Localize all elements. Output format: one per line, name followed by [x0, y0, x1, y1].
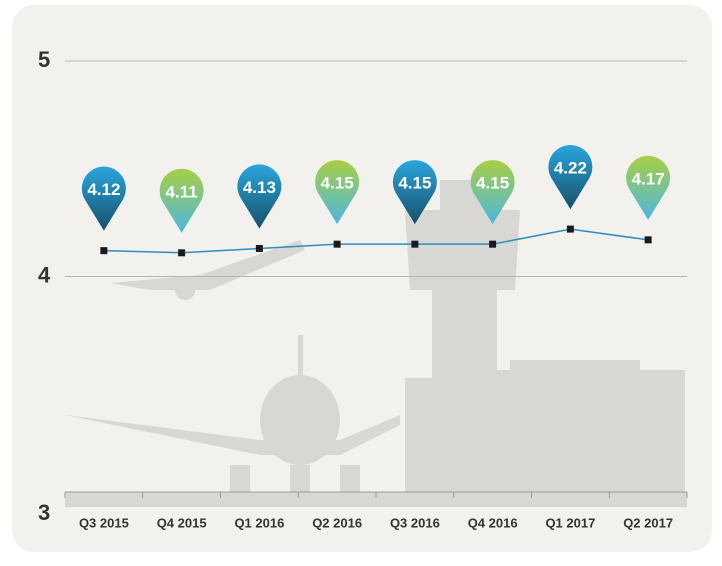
x-tick-label: Q2 2017	[623, 515, 673, 530]
value-label: 4.15	[398, 174, 431, 193]
value-label: 4.11	[166, 182, 198, 201]
x-tick-label: Q4 2015	[157, 515, 207, 530]
y-tick-label: 5	[38, 47, 50, 72]
point-marker	[256, 245, 263, 252]
x-tick-label: Q3 2016	[390, 515, 440, 530]
x-tick-label: Q1 2016	[234, 515, 284, 530]
value-label: 4.15	[321, 174, 354, 193]
y-tick-label: 4	[38, 262, 51, 287]
value-label: 4.12	[87, 180, 120, 199]
point-marker	[645, 236, 652, 243]
value-label: 4.15	[476, 174, 509, 193]
point-marker	[489, 241, 496, 248]
value-label: 4.17	[632, 169, 665, 188]
point-marker	[100, 247, 107, 254]
chart: 3 4 5 Q3 2015 Q4 2015 Q1 2016 Q2 2016 Q3 2016 Q4…	[0, 0, 722, 566]
value-label: 4.13	[243, 178, 276, 197]
x-tick-label: Q4 2016	[468, 515, 518, 530]
point-marker	[334, 241, 341, 248]
point-marker	[178, 249, 185, 256]
point-marker	[411, 241, 418, 248]
x-tick-label: Q3 2015	[79, 515, 129, 530]
point-marker	[567, 226, 574, 233]
value-label: 4.22	[554, 159, 587, 178]
x-tick-label: Q2 2016	[312, 515, 362, 530]
y-tick-label: 3	[38, 500, 50, 525]
x-tick-label: Q1 2017	[545, 515, 595, 530]
